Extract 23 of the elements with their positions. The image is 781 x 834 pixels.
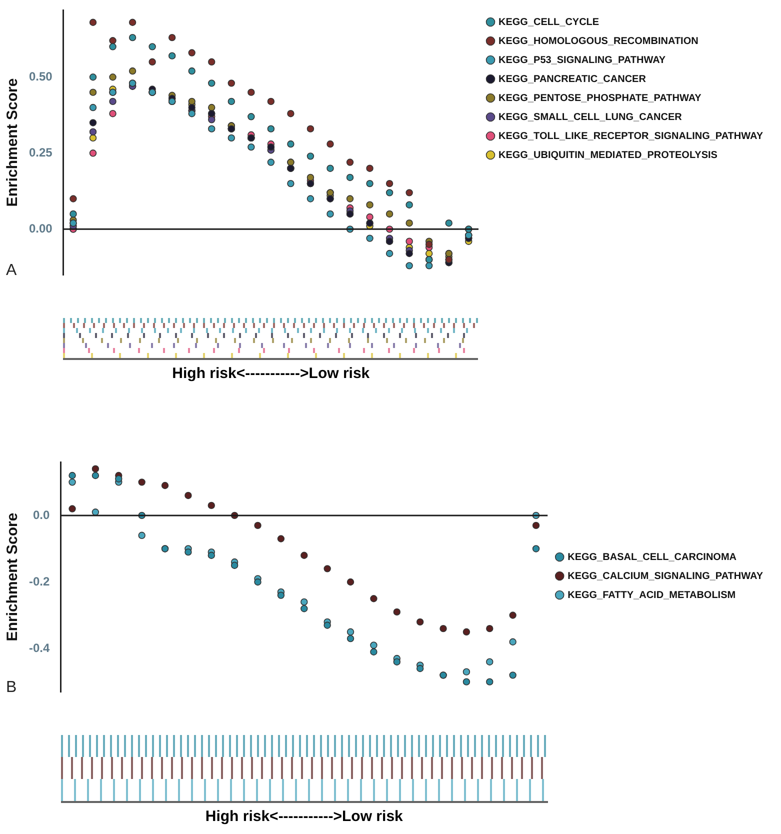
text: B (6, 679, 17, 696)
y-tick-label: 0.0 (32, 508, 50, 522)
legend-label: KEGG_TOLL_LIKE_RECEPTOR_SIGNALING_PATHWAY (498, 130, 764, 142)
y-tick-label: 0.25 (28, 145, 53, 160)
y-tick-label: -0.2 (28, 574, 50, 588)
legend-label: KEGG_PANCREATIC_CANCER (498, 74, 647, 85)
legend-label: KEGG_HOMOLOGOUS_RECOMBINATION (498, 36, 698, 47)
y-axis-title: Enrichment Score (4, 512, 22, 642)
y-axis-title: Enrichment Score (4, 78, 22, 207)
legend-label: KEGG_CELL_CYCLE (498, 16, 600, 28)
legend-label: KEGG_UBIQUITIN_MEDIATED_PROTEOLYSIS (498, 150, 718, 161)
y-tick-label: 0.50 (28, 69, 53, 84)
legend-label: KEGG_PENTOSE_PHOSPHATE_PATHWAY (498, 92, 702, 104)
y-tick-label: -0.4 (28, 640, 50, 655)
legend-label: KEGG_BASAL_CELL_CARCINOMA (568, 552, 737, 563)
x-axis-title: High risk<----------->Low risk (171, 365, 371, 382)
y-tick-label: 0.00 (28, 221, 53, 236)
text: A (6, 262, 17, 280)
legend-label: KEGG_SMALL_CELL_LUNG_CANCER (498, 112, 683, 123)
legend-label: KEGG_P53_SIGNALING_PATHWAY (498, 54, 666, 66)
legend-label: KEGG_FATTY_ACID_METABOLISM (568, 590, 736, 601)
legend-label: KEGG_CALCIUM_SIGNALING_PATHWAY (568, 570, 764, 582)
x-axis-title: High risk<----------->Low risk (204, 808, 404, 825)
